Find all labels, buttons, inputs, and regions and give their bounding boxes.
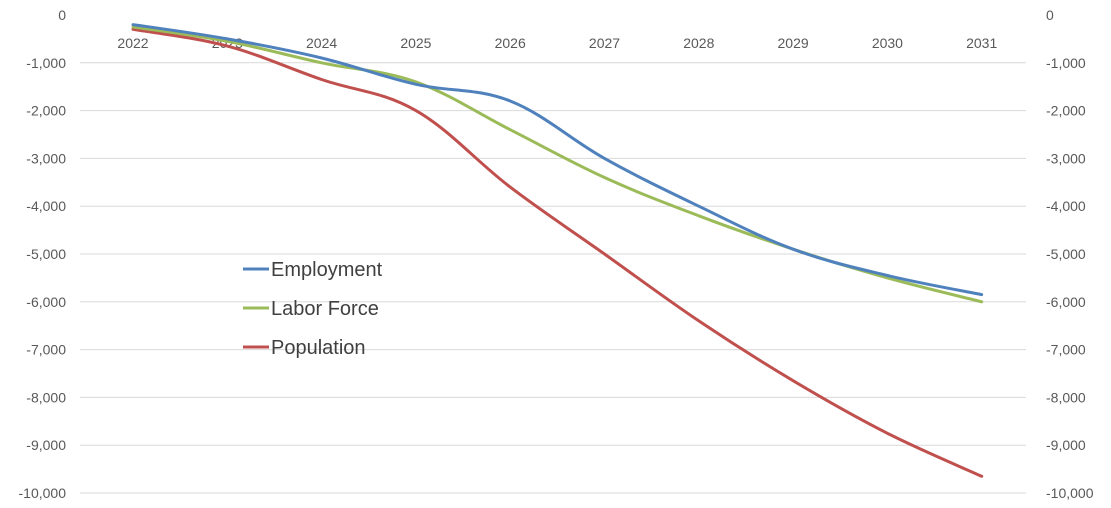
y-axis-right: 0 -1,000 -2,000 -3,000 -4,000 -5,000 -6,000 -7,… [1046, 7, 1094, 501]
y-tick-label-right: -8,000 [1046, 389, 1086, 405]
y-tick-label-right: -6,000 [1046, 294, 1086, 310]
x-tick-label: 2029 [778, 35, 809, 51]
y-tick-label-left: -8,000 [26, 389, 66, 405]
legend-item-population: Population [243, 337, 366, 359]
y-tick-label-right: 0 [1046, 7, 1054, 23]
y-tick-label-left: -7,000 [26, 342, 66, 358]
y-axis-left: 0 -1,000 -2,000 -3,000 -4,000 -5,000 -6,000 -7,… [19, 7, 67, 501]
y-tick-label-right: -3,000 [1046, 150, 1086, 166]
legend-label-population: Population [271, 337, 366, 359]
y-tick-label-right: -4,000 [1046, 198, 1086, 214]
series-line-population [131, 27, 984, 478]
y-tick-label-left: -10,000 [19, 485, 67, 501]
y-tick-label-left: -9,000 [26, 437, 66, 453]
legend-label-employment: Employment [271, 259, 383, 281]
y-tick-label-left: -6,000 [26, 294, 66, 310]
y-tick-label-left: -4,000 [26, 198, 66, 214]
x-tick-label: 2031 [966, 35, 997, 51]
x-tick-label: 2026 [495, 35, 526, 51]
x-tick-label: 2028 [683, 35, 714, 51]
y-tick-label-left: -2,000 [26, 103, 66, 119]
legend: Employment Labor Force Population [243, 259, 383, 359]
y-tick-label-right: -9,000 [1046, 437, 1086, 453]
y-tick-label-right: -1,000 [1046, 55, 1086, 71]
series-line-labor-force [131, 25, 984, 304]
y-tick-label-right: -2,000 [1046, 103, 1086, 119]
y-tick-label-left: -3,000 [26, 150, 66, 166]
x-tick-label: 2022 [117, 35, 148, 51]
y-tick-label-left: -1,000 [26, 55, 66, 71]
y-tick-label-left: -5,000 [26, 246, 66, 262]
gridlines [80, 62, 1026, 494]
y-tick-label-right: -7,000 [1046, 342, 1086, 358]
y-tick-label-right: -5,000 [1046, 246, 1086, 262]
series-lines [131, 23, 984, 478]
x-tick-label: 2030 [872, 35, 903, 51]
y-tick-label-right: -10,000 [1046, 485, 1094, 501]
legend-item-employment: Employment [243, 259, 383, 281]
legend-item-labor-force: Labor Force [243, 298, 379, 320]
x-tick-label: 2024 [306, 35, 337, 51]
legend-label-labor-force: Labor Force [271, 298, 379, 320]
x-tick-label: 2027 [589, 35, 620, 51]
y-tick-label-left: 0 [58, 7, 66, 23]
x-tick-label: 2025 [400, 35, 431, 51]
series-line-employment [131, 23, 984, 297]
